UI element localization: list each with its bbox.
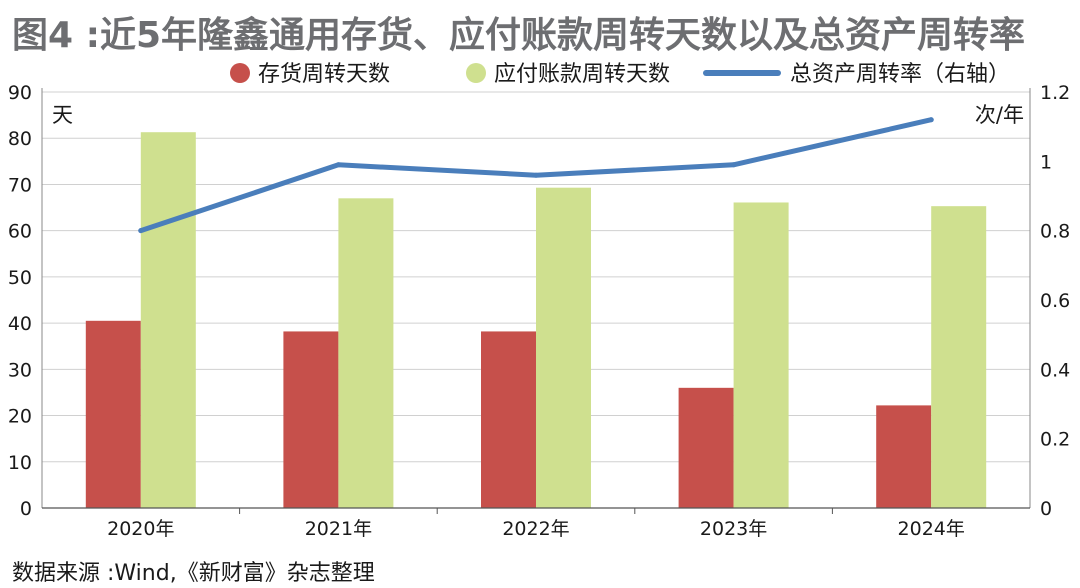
y-tick-label-right: 0.6	[1040, 290, 1070, 312]
y-tick-label-right: 1	[1040, 151, 1052, 173]
x-tick-label: 2023年	[700, 518, 767, 540]
legend-marker	[466, 63, 486, 83]
line-point	[335, 162, 341, 168]
y-tick-label-right: 0	[1040, 498, 1052, 520]
bar	[140, 132, 196, 509]
x-tick-label: 2024年	[898, 518, 965, 540]
x-tick-label: 2022年	[502, 518, 569, 540]
y-tick-label-right: 0.2	[1040, 429, 1070, 451]
line-series	[138, 117, 934, 234]
y-tick-label-left: 20	[8, 406, 32, 428]
y-tick-label-left: 80	[8, 128, 32, 150]
bar	[85, 320, 141, 508]
y-tick-label-right: 1.2	[1040, 82, 1070, 104]
line-point	[138, 228, 144, 234]
bar	[481, 331, 536, 508]
bar	[338, 198, 394, 509]
x-tick-label: 2020年	[107, 518, 174, 540]
line-point	[731, 162, 737, 168]
y-tick-label-left: 90	[8, 82, 32, 104]
legend-marker	[230, 63, 250, 83]
bar	[678, 387, 734, 508]
y-axis-unit-right: 次/年	[975, 103, 1024, 127]
bars	[85, 132, 987, 509]
line-point	[928, 117, 934, 123]
chart-title: 图4 :近5年隆鑫通用存货、应付账款周转天数以及总资产周转率	[12, 15, 1026, 56]
y-tick-label-right: 0.8	[1040, 221, 1070, 243]
axes: 0 10 20 30 40 50 60 70 80 90 0 0.2 0.4 0.6 0.8 1 1.2 天 次/年…	[8, 82, 1070, 540]
y-tick-label-left: 30	[8, 359, 32, 381]
bar	[733, 202, 789, 508]
bar	[876, 405, 932, 508]
legend-label: 应付账款周转天数	[494, 62, 670, 87]
legend: 存货周转天数 应付账款周转天数 总资产周转率（右轴）	[230, 62, 1010, 87]
y-tick-label-left: 60	[8, 221, 32, 243]
bar	[283, 331, 339, 508]
legend-label: 总资产周转率（右轴）	[790, 62, 1010, 87]
line-point	[533, 172, 539, 178]
y-tick-label-left: 10	[8, 452, 32, 474]
x-tick-label: 2021年	[305, 518, 372, 540]
bar	[931, 206, 987, 508]
y-tick-label-left: 70	[8, 174, 32, 196]
y-tick-label-right: 0.4	[1040, 359, 1070, 381]
y-tick-label-left: 40	[8, 313, 32, 335]
bar	[536, 187, 591, 508]
y-tick-label-left: 50	[8, 267, 32, 289]
legend-label: 存货周转天数	[258, 62, 390, 87]
y-axis-unit-left: 天	[52, 103, 73, 127]
y-tick-label-left: 0	[20, 498, 32, 520]
source-note: 数据来源 :Wind,《新财富》杂志整理	[12, 561, 375, 586]
